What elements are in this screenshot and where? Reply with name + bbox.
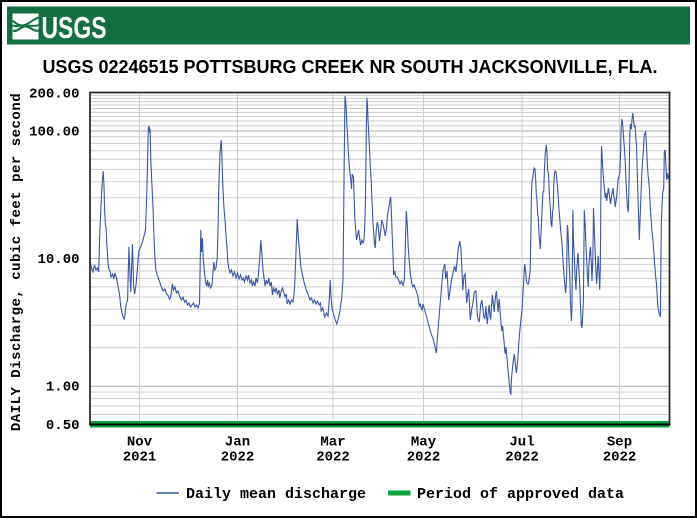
svg-text:Jul: Jul — [509, 435, 534, 451]
svg-text:1.00: 1.00 — [46, 380, 80, 396]
svg-text:100.00: 100.00 — [29, 125, 79, 141]
svg-text:Mar: Mar — [320, 435, 345, 451]
svg-text:USGS: USGS — [42, 10, 107, 45]
svg-text:2022: 2022 — [505, 450, 539, 466]
svg-text:May: May — [411, 435, 437, 451]
svg-text:2022: 2022 — [221, 450, 255, 466]
svg-text:2022: 2022 — [407, 450, 441, 466]
svg-text:2022: 2022 — [316, 450, 350, 466]
svg-text:200.00: 200.00 — [29, 87, 79, 103]
svg-text:Daily mean discharge: Daily mean discharge — [186, 486, 366, 503]
svg-text:Sep: Sep — [607, 435, 632, 451]
svg-text:Period of approved data: Period of approved data — [417, 486, 624, 503]
svg-text:DAILY Discharge, cubic feet pe: DAILY Discharge, cubic feet per second — [9, 93, 25, 431]
svg-text:Nov: Nov — [127, 435, 153, 451]
svg-text:USGS 02246515 POTTSBURG CREEK: USGS 02246515 POTTSBURG CREEK NR SOUTH J… — [42, 57, 657, 77]
svg-text:10.00: 10.00 — [37, 252, 79, 268]
svg-text:0.50: 0.50 — [46, 418, 80, 434]
svg-text:2021: 2021 — [123, 450, 157, 466]
svg-text:2022: 2022 — [603, 450, 637, 466]
svg-text:Jan: Jan — [225, 435, 250, 451]
